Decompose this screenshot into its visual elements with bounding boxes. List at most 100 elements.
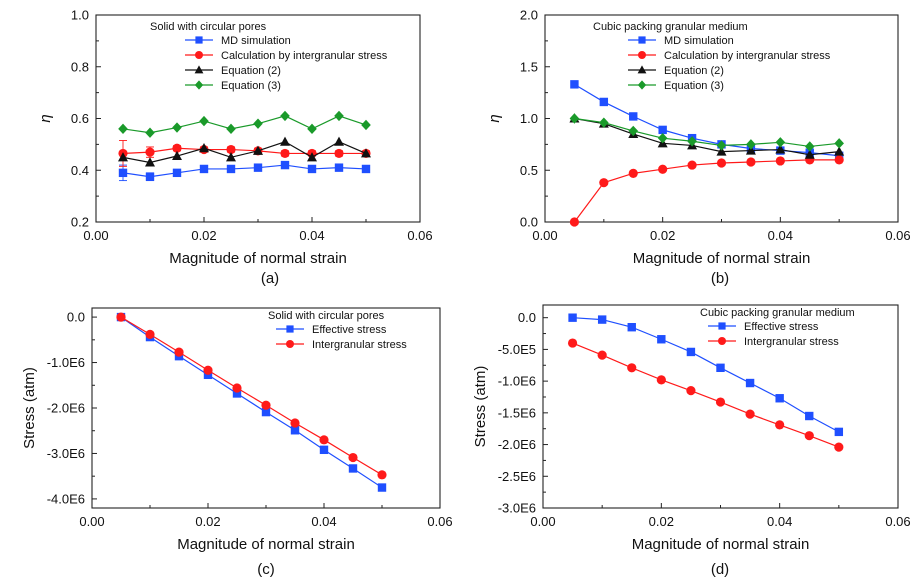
y-tick-label: 0.5 (520, 163, 538, 178)
data-point (319, 435, 329, 445)
legend-title: Solid with circular pores (268, 310, 385, 322)
data-point (290, 418, 300, 428)
x-tick-label: 0.00 (530, 514, 555, 529)
series-line (122, 164, 367, 178)
x-tick-label: 0.06 (427, 514, 452, 529)
data-point (203, 365, 213, 375)
series-2 (569, 155, 844, 227)
x-tick-label: 0.00 (79, 514, 104, 529)
data-point (597, 315, 607, 324)
data-point (599, 117, 609, 128)
data-point (716, 140, 727, 151)
data-point (226, 164, 236, 174)
data-point (199, 164, 209, 174)
legend-entry: MD simulation (221, 35, 291, 47)
y-tick-label: 1.0 (520, 111, 538, 126)
data-point (226, 144, 236, 155)
x-axis-label: Magnitude of normal strain (169, 250, 347, 267)
data-point (348, 464, 358, 473)
data-point (834, 155, 844, 165)
data-point (804, 149, 815, 159)
y-tick-label: 0.2 (71, 215, 89, 230)
data-point (804, 431, 814, 441)
data-point (746, 139, 756, 150)
data-point (599, 178, 609, 188)
data-point (307, 164, 317, 174)
y-tick-label: -2.0E6 (47, 401, 85, 416)
data-point (657, 335, 666, 344)
y-axis-label: Stress (atm) (21, 367, 38, 449)
data-point (253, 163, 263, 172)
legend: Cubic packing granular medium MD simulati… (593, 21, 831, 92)
x-tick-label: 0.04 (299, 228, 324, 243)
x-tick-label: 0.00 (532, 228, 557, 243)
data-point (628, 168, 638, 178)
x-tick-label: 0.04 (768, 228, 793, 243)
data-point (199, 115, 209, 127)
x-tick-label: 0.04 (311, 514, 336, 529)
data-point (745, 378, 755, 388)
legend-marker (637, 65, 647, 74)
data-point (280, 110, 290, 122)
y-tick-label: -5.0E5 (498, 342, 536, 357)
legend-entry: Equation (3) (221, 80, 281, 92)
data-point (570, 80, 579, 89)
data-point (172, 168, 182, 178)
data-point (569, 113, 580, 124)
x-axis-label: Magnitude of normal strain (632, 536, 810, 553)
panel-label: (a) (261, 270, 279, 287)
series-line (122, 115, 367, 134)
y-axis-label: η (486, 114, 503, 122)
y-tick-label: -3.0E6 (498, 501, 536, 516)
legend-entry: Equation (2) (664, 65, 724, 77)
data-point (319, 445, 329, 455)
legend-title: Cubic packing granular medium (700, 307, 855, 319)
x-tick-label: 0.02 (650, 228, 675, 243)
data-point (118, 168, 128, 178)
data-point (118, 152, 128, 162)
y-tick-label: 0.8 (71, 59, 89, 74)
data-point (627, 363, 637, 373)
data-point (834, 146, 845, 156)
data-point (334, 110, 344, 122)
series-3 (118, 136, 371, 167)
data-point (804, 141, 815, 152)
legend-title: Solid with circular pores (150, 21, 267, 33)
legend-entry: Calculation by intergranular stress (664, 50, 831, 62)
x-tick-label: 0.02 (191, 228, 216, 243)
data-point (775, 156, 785, 166)
legend-marker (195, 51, 203, 59)
y-tick-label: 0.4 (71, 163, 89, 178)
y-tick-label: 1.5 (520, 59, 538, 74)
data-point (334, 148, 344, 159)
series-line (122, 141, 367, 164)
data-point (348, 452, 358, 463)
series-line (122, 147, 366, 155)
x-tick-label: 0.04 (767, 514, 792, 529)
y-tick-label: 0.0 (67, 310, 85, 325)
y-axis-label: η (37, 114, 54, 122)
x-tick-label: 0.06 (885, 228, 910, 243)
data-point (775, 394, 784, 403)
data-point (172, 143, 182, 153)
data-point (253, 145, 263, 155)
series-line (120, 316, 383, 476)
data-point (172, 122, 182, 133)
legend-marker (637, 80, 647, 90)
legend: Solid with circular pores Effective stres… (268, 310, 407, 351)
data-point (805, 411, 814, 421)
chart-panel-1: 0.00 0.02 0.04 0.06 0.2 0.4 0.6 0.8 1.0 Magnitude… (37, 8, 433, 288)
data-point (145, 147, 155, 157)
chart-panel-4: 0.00 0.02 0.04 0.06 0.0 -5.0E5 -1.0E6 -1.5E6 -2.… (472, 304, 911, 578)
legend-marker (718, 322, 726, 330)
data-point (775, 137, 786, 148)
legend-entry: Effective stress (744, 321, 819, 333)
legend: Solid with circular pores MD simulation Ca… (150, 21, 388, 92)
y-tick-label: -2.5E6 (498, 469, 536, 484)
x-tick-label: 0.00 (83, 228, 108, 243)
chart-panel-2: 0.00 0.02 0.04 0.06 0.0 0.5 1.0 1.5 2.0 Magnitude… (486, 8, 911, 288)
series-line (574, 117, 840, 148)
series-4 (569, 113, 844, 152)
data-point (174, 347, 184, 357)
